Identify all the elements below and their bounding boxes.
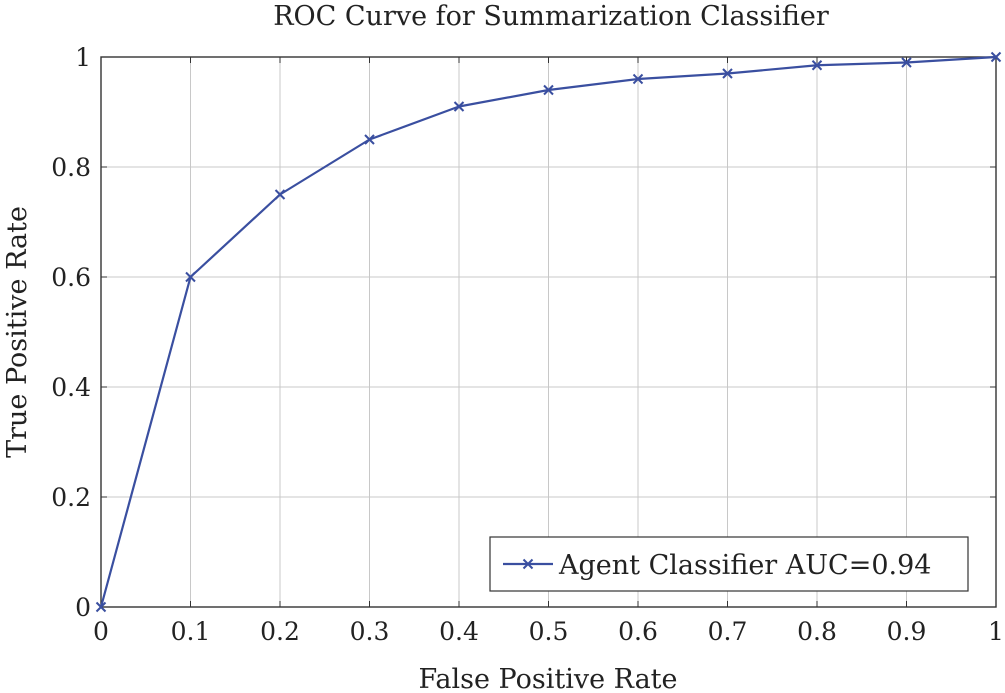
x-tick-label: 0.1 [171, 617, 211, 646]
x-tick-label: 0 [93, 617, 109, 646]
data-point-marker [901, 57, 912, 68]
data-point-marker [722, 68, 733, 79]
data-point-marker [543, 84, 554, 96]
y-tick-label: 0 [75, 593, 91, 622]
data-point-marker [274, 189, 286, 200]
y-tick-label: 1 [75, 43, 91, 72]
data-point-marker [990, 51, 1002, 63]
legend-box [489, 536, 969, 592]
data-point-marker [95, 601, 107, 613]
data-point-marker [632, 73, 644, 85]
x-tick-label: 0.8 [797, 617, 837, 646]
y-tick-label: 0.8 [51, 153, 91, 182]
series-layer [95, 51, 1002, 613]
y-axis-ticks: 0 0.2 0.4 0.6 0.8 1 [51, 43, 996, 622]
x-tick-label: 0.5 [529, 617, 569, 646]
x-tick-label: 0.9 [887, 617, 927, 646]
y-tick-label: 0.4 [51, 373, 91, 402]
x-axis-label: False Positive Rate [418, 664, 677, 693]
x-tick-label: 0.7 [708, 617, 748, 646]
x-tick-label: 0.2 [260, 617, 300, 646]
x-tick-label: 0.3 [350, 617, 390, 646]
legend-label: Agent Classifier AUC=0.94 [558, 550, 931, 581]
y-axis-label: True Positive Rate [2, 206, 33, 458]
x-tick-label: 1 [988, 617, 1004, 646]
y-tick-label: 0.6 [51, 263, 91, 292]
x-tick-label: 0.6 [618, 617, 658, 646]
data-point-marker [185, 271, 196, 283]
data-point-marker [453, 101, 465, 112]
data-point-marker [811, 60, 823, 71]
grid [100, 56, 997, 608]
chart-title: ROC Curve for Summarization Classifier [273, 1, 829, 32]
legend-marker-x-icon [522, 558, 534, 570]
legend: Agent Classifier AUC=0.94 [489, 536, 969, 592]
x-axis-ticks: 0 0.1 0.2 0.3 0.4 0.5 0.6 0.7 0.8 0.9 1 [93, 57, 1004, 646]
data-point-marker [364, 134, 375, 145]
y-tick-label: 0.2 [51, 483, 91, 512]
x-tick-label: 0.4 [439, 617, 479, 646]
